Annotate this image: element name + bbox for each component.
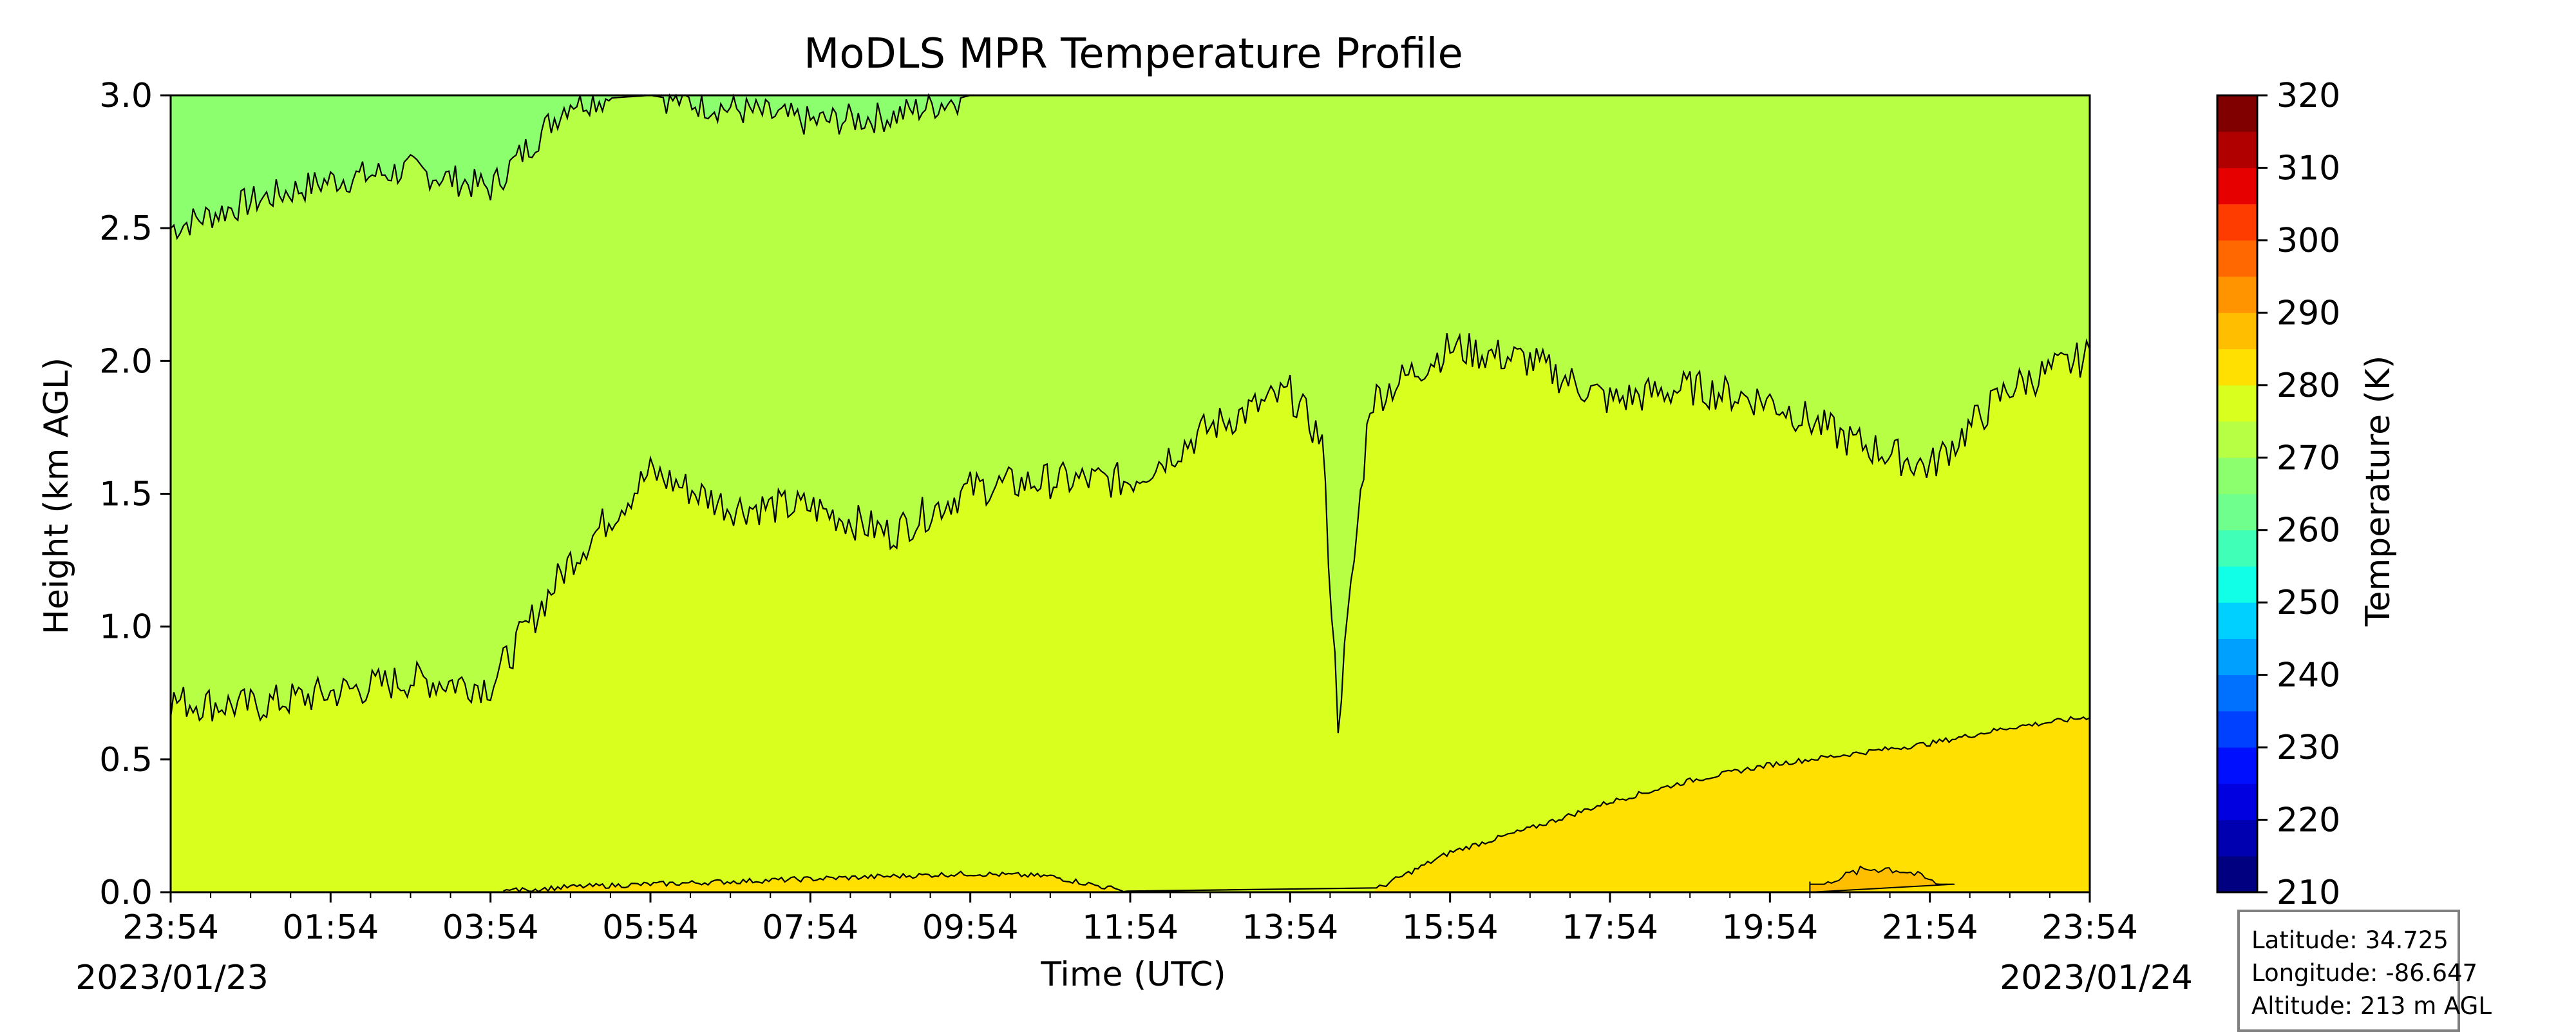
colorbar-tick-label: 220 (2277, 801, 2340, 840)
colorbar-label: Temperature (K) (2359, 356, 2398, 627)
colorbar-segment (2217, 240, 2257, 277)
longitude-text: Longitude: -86.647 (2251, 957, 2446, 989)
colorbar-segment (2217, 856, 2257, 893)
colorbar-segment (2217, 602, 2257, 639)
colorbar-tick-label: 230 (2277, 729, 2340, 767)
colorbar-tick-label: 310 (2277, 149, 2340, 187)
colorbar-segment (2217, 276, 2257, 313)
x-tick-label: 21:54 (1882, 908, 1978, 947)
colorbar-segment (2217, 675, 2257, 712)
y-tick-label: 3.0 (99, 77, 153, 115)
x-tick-label: 23:54 (2041, 908, 2138, 947)
y-tick-label: 2.0 (99, 342, 153, 381)
x-tick-label: 15:54 (1402, 908, 1499, 947)
x-tick-label: 09:54 (922, 908, 1019, 947)
colorbar-segment (2217, 167, 2257, 204)
date-end-label: 2023/01/24 (2000, 959, 2193, 997)
x-tick-label: 17:54 (1562, 908, 1658, 947)
y-tick-label: 0.5 (99, 741, 153, 779)
colorbar-tick-label: 320 (2277, 77, 2340, 115)
altitude-text: Altitude: 213 m AGL (2251, 989, 2446, 1022)
colorbar-segment (2217, 421, 2257, 458)
colorbar-tick-label: 280 (2277, 367, 2340, 405)
x-tick-label: 19:54 (1721, 908, 1818, 947)
colorbar-segment (2217, 204, 2257, 241)
colorbar-segment (2217, 385, 2257, 422)
colorbar-tick-label: 210 (2277, 874, 2340, 912)
colorbar-segment (2217, 783, 2257, 820)
x-tick-label: 23:54 (122, 908, 219, 947)
chart-title: MoDLS MPR Temperature Profile (804, 30, 1463, 78)
y-tick-label: 1.5 (99, 475, 153, 514)
colorbar-tick-label: 250 (2277, 584, 2340, 622)
colorbar-tick-label: 270 (2277, 439, 2340, 477)
colorbar-tick-label: 240 (2277, 656, 2340, 695)
x-tick-label: 03:54 (442, 908, 539, 947)
y-tick-label: 0.0 (99, 874, 153, 912)
colorbar-tick-label: 300 (2277, 222, 2340, 260)
colorbar-tick-label: 290 (2277, 294, 2340, 332)
latitude-text: Latitude: 34.725 (2251, 924, 2446, 957)
colorbar-segment (2217, 566, 2257, 603)
plot-area (171, 95, 2090, 892)
colorbar-segment (2217, 747, 2257, 784)
colorbar-segment (2217, 530, 2257, 567)
colorbar-segment (2217, 95, 2257, 132)
x-tick-label: 01:54 (282, 908, 379, 947)
colorbar-segment (2217, 131, 2257, 168)
colorbar-segment (2217, 312, 2257, 349)
x-axis-label: Time (UTC) (1040, 955, 1226, 994)
colorbar-segment (2217, 638, 2257, 675)
colorbar-segment (2217, 349, 2257, 386)
x-tick-label: 05:54 (602, 908, 699, 947)
y-axis-label: Height (km AGL) (37, 358, 76, 635)
station-info-box: Latitude: 34.725 Longitude: -86.647 Alti… (2237, 910, 2460, 1032)
colorbar-segment (2217, 711, 2257, 748)
x-tick-label: 07:54 (762, 908, 858, 947)
colorbar-segment (2217, 457, 2257, 494)
y-tick-label: 1.0 (99, 608, 153, 647)
colorbar: 210 220 230 240 250 260 270 280 290 300 310 320 (2217, 77, 2340, 912)
colorbar-tick-label: 260 (2277, 511, 2340, 550)
x-tick-label: 13:54 (1242, 908, 1338, 947)
colorbar-segment (2217, 494, 2257, 531)
colorbar-segment (2217, 820, 2257, 857)
y-tick-label: 2.5 (99, 209, 153, 248)
y-axis: 0.0 0.5 1.0 1.5 2.0 2.5 3.0 (99, 77, 171, 912)
x-axis: 23:54 01:54 03:54 05:54 07:54 09:54 11:54 13:54… (122, 892, 2138, 947)
x-tick-label: 11:54 (1082, 908, 1179, 947)
date-start-label: 2023/01/23 (75, 959, 269, 997)
